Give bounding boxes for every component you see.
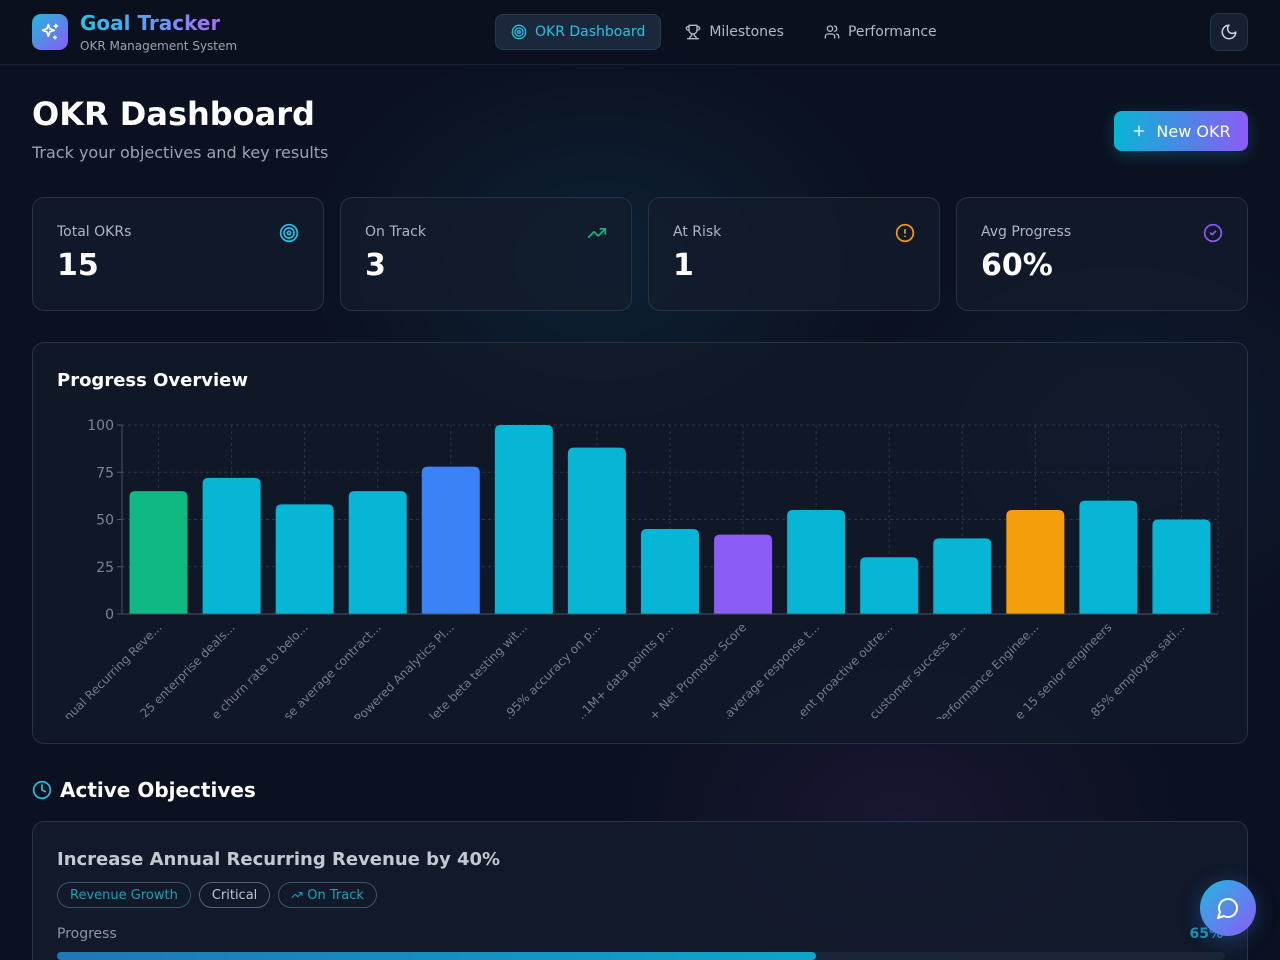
stat-value: 60% bbox=[981, 248, 1053, 283]
chart-bar bbox=[567, 447, 626, 614]
trophy-icon bbox=[686, 24, 701, 40]
target-icon bbox=[511, 24, 527, 40]
chart-bar bbox=[421, 466, 480, 614]
page-title: OKR Dashboard bbox=[32, 95, 315, 133]
trending-up-icon bbox=[291, 892, 303, 898]
nav-label: Performance bbox=[847, 24, 937, 40]
x-tick-labels: ...nual Recurring Reve......25 enterpris… bbox=[53, 620, 1187, 719]
stat-card-at-risk: At Risk 1 bbox=[648, 197, 940, 311]
stat-value: 3 bbox=[365, 248, 386, 283]
stat-value: 1 bbox=[673, 248, 694, 283]
chart-bar bbox=[641, 528, 699, 614]
chart-bar bbox=[1079, 500, 1138, 614]
chart-bar bbox=[129, 491, 188, 614]
chart-bar bbox=[202, 477, 261, 614]
stat-card-total-okrs: Total OKRs 15 bbox=[32, 197, 324, 311]
chart-title: Progress Overview bbox=[57, 370, 248, 391]
main-nav: OKR Dashboard Milestones Performance bbox=[495, 14, 953, 50]
nav-performance[interactable]: Performance bbox=[808, 14, 953, 50]
chart-bar bbox=[714, 534, 773, 614]
section-title: Active Objectives bbox=[60, 778, 256, 802]
app-subtitle: OKR Management System bbox=[80, 39, 238, 53]
progress-track bbox=[57, 952, 1225, 960]
chart-bar bbox=[1152, 519, 1211, 614]
objective-tags: Revenue Growth Critical On Track bbox=[57, 882, 377, 908]
chart-bar bbox=[787, 510, 846, 614]
objective-card[interactable]: Increase Annual Recurring Revenue by 40%… bbox=[32, 821, 1248, 960]
theme-toggle-button[interactable] bbox=[1210, 13, 1248, 51]
new-okr-button[interactable]: New OKR bbox=[1114, 111, 1248, 151]
chat-button[interactable] bbox=[1200, 880, 1256, 936]
message-circle-icon bbox=[1217, 898, 1238, 919]
top-header: Goal Tracker OKR Management System OKR D… bbox=[0, 0, 1280, 65]
y-tick-label: 50 bbox=[96, 513, 114, 529]
y-tick-label: 25 bbox=[96, 560, 114, 576]
moon-icon bbox=[1221, 24, 1237, 40]
plus-icon bbox=[1134, 125, 1145, 137]
alert-circle-icon bbox=[895, 223, 915, 243]
target-icon bbox=[279, 223, 299, 243]
stat-label: Avg Progress bbox=[981, 224, 1072, 240]
y-tick-label: 75 bbox=[96, 465, 114, 481]
stat-label: On Track bbox=[365, 224, 426, 240]
chart-bar bbox=[1006, 510, 1065, 614]
chart-bar bbox=[275, 504, 334, 614]
y-tick-label: 100 bbox=[87, 418, 114, 434]
nav-label: OKR Dashboard bbox=[535, 24, 646, 40]
stat-label: At Risk bbox=[673, 224, 722, 240]
page-subtitle: Track your objectives and key results bbox=[32, 143, 329, 162]
y-tick-label: 0 bbox=[105, 607, 114, 623]
progress-bar-chart: 0 25 50 75 100 ...nual Recurring Reve......25… bbox=[53, 418, 1219, 719]
stat-value: 15 bbox=[57, 248, 99, 283]
new-okr-label: New OKR bbox=[1156, 121, 1231, 141]
progress-overview-card: Progress Overview 0 25 50 75 100 ...nual Recu… bbox=[32, 342, 1248, 744]
app-logo[interactable] bbox=[32, 14, 68, 50]
tag-priority: Critical bbox=[198, 882, 271, 908]
tag-category: Revenue Growth bbox=[57, 882, 191, 908]
chart-bar bbox=[933, 538, 992, 614]
tag-status: On Track bbox=[278, 882, 377, 908]
tag-status-label: On Track bbox=[307, 887, 364, 903]
clock-icon bbox=[32, 780, 52, 800]
nav-milestones[interactable]: Milestones bbox=[669, 14, 800, 50]
app-title: Goal Tracker bbox=[80, 11, 221, 35]
progress-fill bbox=[57, 952, 817, 960]
chart-bar bbox=[860, 557, 919, 614]
stat-label: Total OKRs bbox=[57, 224, 132, 240]
users-icon bbox=[824, 25, 840, 39]
chart-bar bbox=[348, 491, 407, 614]
progress-label: Progress bbox=[57, 926, 117, 942]
nav-okr-dashboard[interactable]: OKR Dashboard bbox=[495, 14, 662, 50]
stat-card-avg-progress: Avg Progress 60% bbox=[956, 197, 1248, 311]
stat-card-on-track: On Track 3 bbox=[340, 197, 632, 311]
chart-bar bbox=[494, 425, 553, 614]
trending-up-icon bbox=[587, 228, 607, 238]
check-circle-icon bbox=[1203, 223, 1223, 243]
sparkles-icon bbox=[41, 23, 59, 40]
objective-title: Increase Annual Recurring Revenue by 40% bbox=[57, 849, 501, 870]
nav-label: Milestones bbox=[709, 24, 784, 40]
